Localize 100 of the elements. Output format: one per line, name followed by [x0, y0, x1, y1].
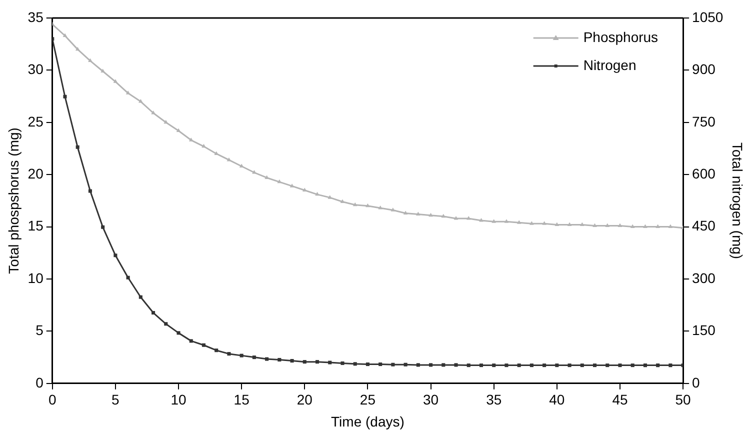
- x-tick-label: 35: [486, 392, 502, 408]
- point: [63, 94, 67, 98]
- y2-tick-label: 600: [692, 165, 716, 182]
- point: [214, 348, 218, 352]
- y2-tick-label: 900: [692, 61, 716, 78]
- point: [530, 221, 534, 225]
- point: [492, 364, 496, 368]
- x-axis-title: Time (days): [331, 413, 404, 430]
- point: [113, 79, 118, 83]
- point: [278, 358, 282, 362]
- point: [391, 362, 395, 366]
- point: [126, 90, 130, 94]
- y2-tick-label: 0: [692, 374, 700, 390]
- x-tick-label: 0: [48, 392, 56, 408]
- point: [630, 364, 634, 368]
- y-tick-label: 0: [36, 374, 44, 390]
- point: [568, 364, 572, 368]
- point: [164, 322, 168, 326]
- point: [580, 222, 584, 226]
- point: [88, 58, 92, 62]
- point: [100, 68, 105, 72]
- y2-tick-label: 300: [692, 270, 716, 286]
- point: [555, 364, 559, 368]
- point: [152, 310, 156, 315]
- point: [504, 364, 508, 368]
- x-tick-label: 20: [296, 392, 313, 408]
- point: [352, 202, 358, 206]
- point: [466, 364, 470, 368]
- point: [290, 359, 294, 363]
- point: [101, 225, 105, 229]
- point: [76, 145, 80, 149]
- point: [416, 363, 420, 367]
- point: [580, 364, 584, 368]
- point: [315, 360, 320, 364]
- point: [668, 364, 672, 368]
- y-tick-label: 15: [28, 218, 44, 234]
- point: [88, 189, 92, 193]
- point: [618, 223, 622, 228]
- point: [606, 364, 610, 368]
- point: [202, 144, 206, 148]
- point: [227, 352, 231, 356]
- y-tick-label: 30: [28, 61, 44, 78]
- point: [302, 360, 306, 364]
- point: [441, 214, 446, 218]
- y2-tick-label: 1050: [692, 8, 724, 25]
- point: [516, 220, 522, 224]
- x-tick-label: 50: [675, 392, 692, 408]
- point: [542, 221, 546, 225]
- point: [592, 223, 597, 228]
- legend-label: Phosphorus: [583, 28, 658, 45]
- point: [189, 339, 193, 343]
- point: [265, 357, 269, 361]
- point: [479, 364, 484, 368]
- point: [504, 219, 509, 223]
- point: [151, 110, 156, 114]
- point: [630, 224, 635, 228]
- point: [592, 364, 597, 368]
- point: [75, 46, 80, 51]
- point: [404, 362, 408, 366]
- point: [188, 138, 194, 142]
- x-tick-label: 30: [422, 392, 439, 408]
- point: [378, 206, 382, 210]
- point: [277, 179, 282, 184]
- y2-tick-label: 450: [692, 218, 716, 234]
- legend-label: Nitrogen: [583, 56, 636, 73]
- point: [643, 224, 648, 228]
- point: [138, 295, 142, 299]
- y-tick-label: 25: [28, 113, 44, 130]
- point: [366, 203, 370, 208]
- point: [656, 224, 660, 228]
- point: [428, 212, 433, 217]
- point: [429, 363, 433, 367]
- point: [403, 210, 408, 214]
- point: [390, 208, 396, 212]
- y-axis-title: Total phospshorus (mg): [5, 128, 22, 274]
- x-tick-label: 5: [112, 392, 120, 408]
- x-tick-label: 15: [234, 392, 250, 408]
- point: [479, 218, 484, 222]
- point: [492, 219, 496, 223]
- point: [530, 364, 534, 368]
- y-tick-label: 35: [28, 8, 44, 25]
- x-tick-label: 10: [170, 392, 187, 408]
- point: [62, 33, 68, 37]
- point: [442, 363, 446, 367]
- point: [466, 216, 471, 220]
- y2-axis-title: Total nitrogen (mg): [730, 142, 746, 260]
- point: [378, 362, 382, 366]
- point: [542, 364, 546, 368]
- point: [554, 222, 560, 226]
- point: [454, 216, 458, 220]
- point: [454, 363, 458, 367]
- y-tick-label: 20: [28, 165, 44, 182]
- y-tick-label: 10: [28, 270, 44, 286]
- point: [252, 356, 256, 360]
- point: [340, 361, 344, 365]
- point: [138, 99, 143, 103]
- x-tick-label: 45: [612, 392, 628, 408]
- point: [176, 331, 180, 335]
- point: [114, 254, 118, 258]
- point: [416, 212, 420, 216]
